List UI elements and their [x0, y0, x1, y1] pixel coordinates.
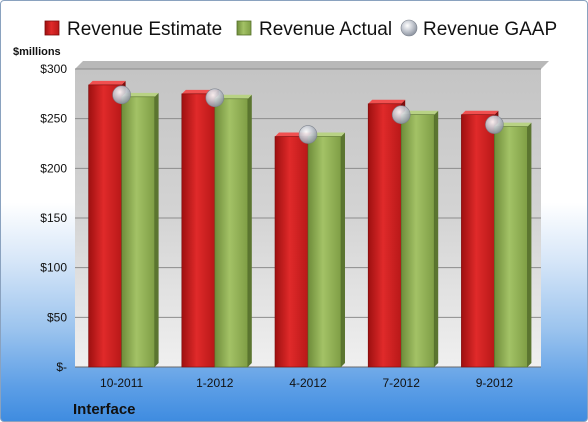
bar-revenue-actual — [307, 132, 345, 368]
legend-item: Revenue Actual — [236, 19, 392, 40]
bar-revenue-actual — [214, 94, 252, 368]
legend-label: Revenue Actual — [259, 19, 392, 40]
plot-area: $- $50 $100 $150 $200 $250 $300 10-2011 1-2012 4-… — [40, 61, 549, 390]
marker-revenue-gaap — [391, 105, 411, 124]
marker-revenue-gaap — [205, 88, 225, 108]
x-tick-label: 7-2012 — [383, 376, 421, 390]
y-tick-label: $- — [56, 360, 67, 374]
legend-swatch — [44, 20, 60, 36]
y-tick-label: $200 — [40, 161, 67, 175]
plot-top-edge — [75, 61, 549, 69]
bar-revenue-estimate — [181, 89, 219, 368]
marker-revenue-gaap — [112, 85, 131, 105]
y-tick-label: $100 — [40, 261, 67, 275]
x-tick-label: 1-2012 — [196, 376, 234, 390]
bar-revenue-estimate — [367, 99, 406, 368]
bar-revenue-actual — [494, 122, 532, 368]
y-axis-unit-label: $millions — [13, 46, 61, 58]
legend-label: Revenue GAAP — [423, 19, 557, 40]
y-tick-label: $300 — [40, 62, 67, 76]
bar-revenue-estimate — [461, 110, 499, 368]
x-tick-label: 9-2012 — [476, 376, 514, 390]
legend: Revenue Estimate Revenue Actual Revenue GA… — [44, 19, 557, 40]
bar-revenue-estimate — [88, 80, 126, 368]
legend-swatch — [236, 20, 252, 36]
y-tick-label: $150 — [40, 211, 67, 225]
y-tick-label: $50 — [47, 310, 67, 324]
y-tick-label: $250 — [40, 112, 67, 126]
marker-revenue-gaap — [485, 115, 504, 134]
legend-item: Revenue Estimate — [44, 19, 222, 40]
legend-swatch — [400, 19, 418, 37]
bar-revenue-estimate — [274, 132, 312, 368]
company-caption: Interface — [73, 401, 136, 418]
bar-revenue-actual — [121, 92, 159, 368]
marker-revenue-gaap — [298, 125, 318, 144]
legend-label: Revenue Estimate — [67, 19, 222, 40]
bar-revenue-actual — [400, 110, 439, 368]
x-tick-label: 10-2011 — [100, 376, 143, 390]
legend-item: Revenue GAAP — [400, 19, 557, 40]
x-tick-label: 4-2012 — [289, 376, 327, 390]
